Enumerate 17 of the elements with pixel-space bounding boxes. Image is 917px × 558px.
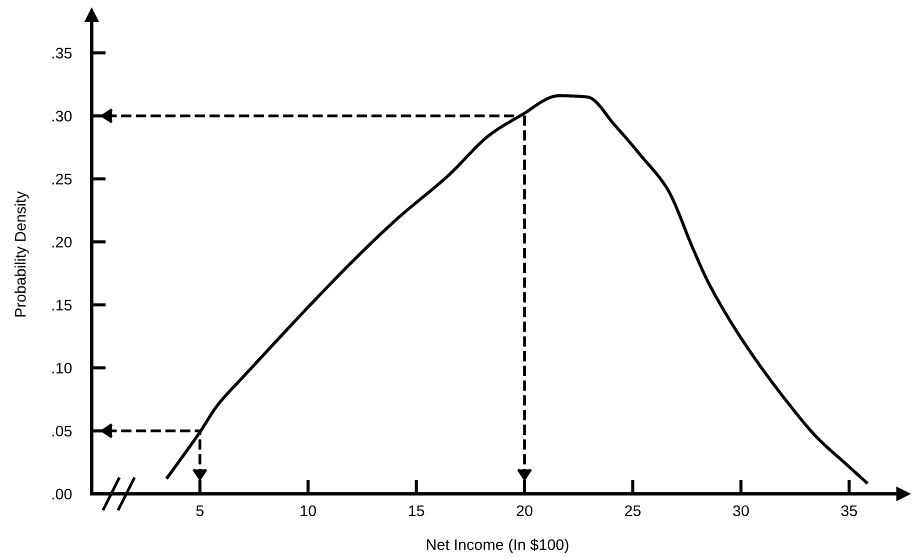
x-tick-label: 20 bbox=[516, 505, 532, 516]
y-tick-label: .00 bbox=[52, 488, 72, 500]
y-tick-label: .35 bbox=[52, 48, 72, 59]
x-tick-label: 35 bbox=[841, 505, 857, 516]
y-tick-label: .30 bbox=[52, 110, 72, 122]
y-tick-label: .25 bbox=[52, 174, 72, 185]
y-tick-label: .15 bbox=[52, 300, 72, 311]
x-tick-label: 10 bbox=[300, 505, 316, 516]
y-tick-label: .05 bbox=[52, 426, 72, 437]
x-tick-label: 25 bbox=[625, 505, 641, 516]
x-axis-title: Net Income (In $100) bbox=[426, 538, 568, 554]
y-tick-label: .20 bbox=[52, 236, 72, 248]
y-axis-title: Probability Density bbox=[14, 191, 29, 316]
x-tick-label: 5 bbox=[196, 506, 204, 516]
x-tick-label: 30 bbox=[733, 505, 749, 516]
x-tick-label: 15 bbox=[408, 506, 424, 516]
y-tick-label: .10 bbox=[52, 362, 72, 374]
